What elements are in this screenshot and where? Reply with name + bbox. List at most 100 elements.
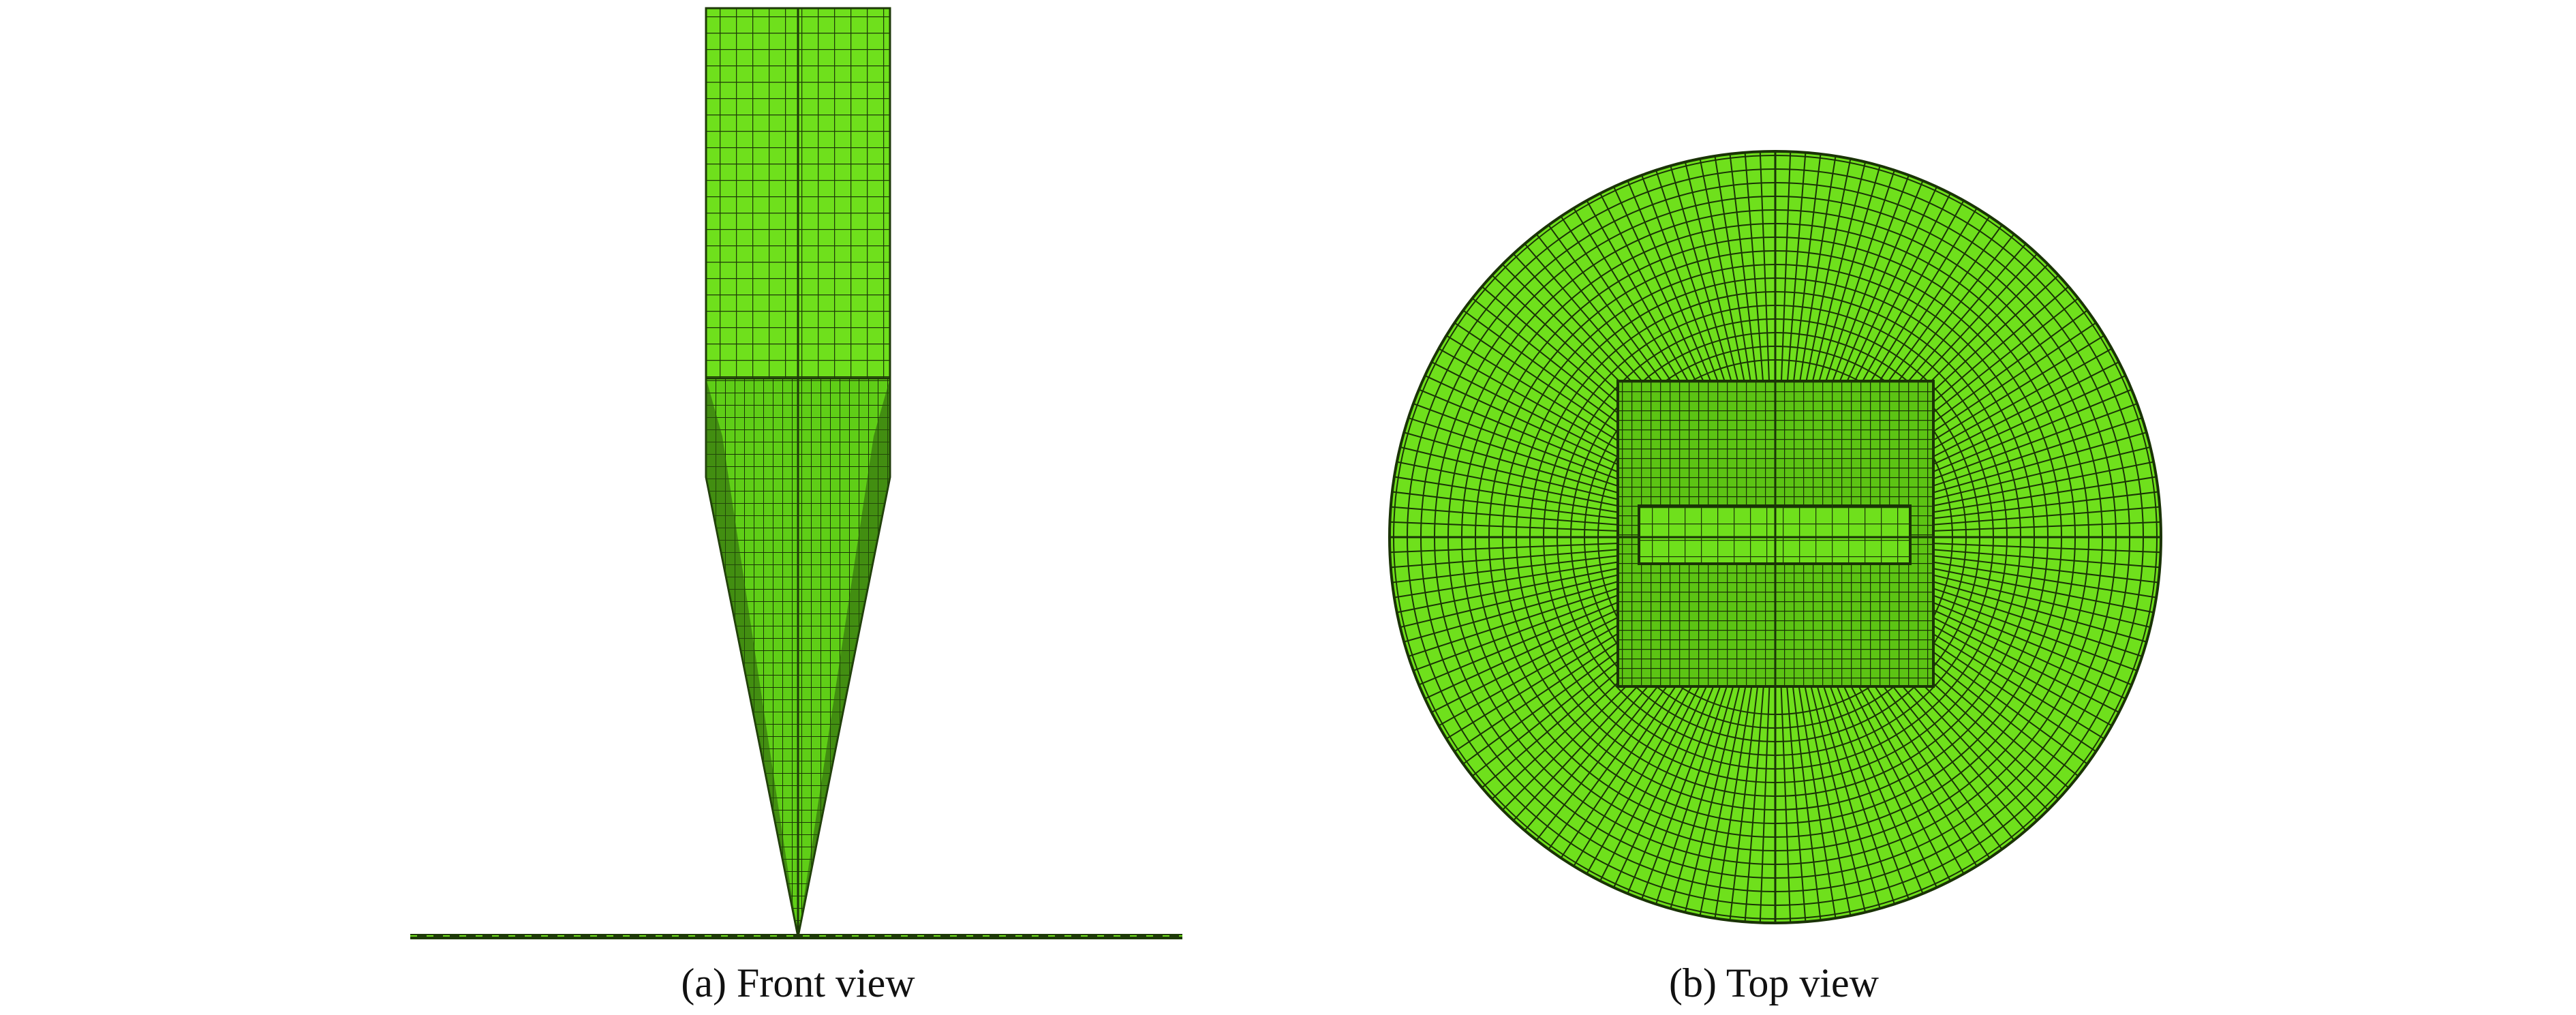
mesh-radial: [1826, 663, 1927, 903]
mesh-radial: [1399, 414, 1646, 496]
mesh-radial: [1911, 521, 2161, 533]
mesh-radial: [1390, 459, 1642, 511]
mesh-radial: [1911, 541, 2161, 554]
mesh-radial: [1910, 558, 2161, 600]
mesh-radial: [1638, 166, 1729, 410]
mesh-radial: [1404, 584, 1648, 675]
mesh-radial: [1759, 151, 1771, 402]
mesh-radial: [1682, 152, 1745, 405]
mesh-radial: [1790, 672, 1823, 923]
mesh-radial: [1728, 151, 1760, 402]
mesh-radial: [1390, 474, 1641, 517]
mesh-radial: [1910, 489, 2161, 522]
mesh-radial: [1901, 385, 2141, 486]
mesh-radial: [1841, 656, 1969, 883]
mesh-radial: [1390, 568, 1643, 631]
mesh-radial: [1581, 656, 1710, 883]
mesh-radial: [1816, 666, 1899, 913]
mesh-radial: [1682, 669, 1745, 922]
mesh-radial: [1836, 658, 1956, 890]
base-plate: [410, 934, 1182, 939]
caption: (b) Top view: [1669, 960, 1880, 1005]
mesh-radial: [1845, 653, 1982, 875]
mesh-radial: [1394, 573, 1644, 646]
mesh-radial: [1801, 151, 1854, 404]
mesh-radial: [1779, 151, 1792, 402]
mesh-radial: [1568, 653, 1705, 875]
mesh-radial: [1390, 547, 1640, 569]
mesh-radial: [1399, 578, 1646, 661]
mesh-radial: [1667, 156, 1739, 406]
front-view: (a) Front view: [410, 7, 1182, 1005]
mesh-radial: [1906, 573, 2156, 646]
mesh-radial: [1415, 371, 1652, 481]
mesh-radial: [1667, 668, 1739, 918]
mesh-radial: [1806, 669, 1869, 922]
mesh-radial: [1422, 357, 1655, 476]
mesh-radial: [1816, 161, 1899, 408]
mesh-radial: [1390, 489, 1640, 522]
mesh-radial: [1896, 357, 2128, 476]
mesh-radial: [1910, 474, 2161, 517]
mesh-radial: [1811, 156, 1884, 406]
mesh-radial: [1422, 598, 1655, 718]
mesh-radial: [1908, 563, 2161, 616]
mesh-radial: [1896, 598, 2128, 718]
mesh-radial: [1759, 673, 1771, 923]
mesh-radial: [1743, 673, 1766, 923]
mesh-radial: [1390, 521, 1640, 533]
mesh-radial: [1907, 444, 2160, 506]
mesh-radial: [1390, 541, 1640, 554]
mesh-radial: [1785, 673, 1807, 923]
mesh-radial: [1899, 593, 2135, 703]
mesh-radial: [1903, 584, 2147, 675]
mesh-radial: [1906, 429, 2156, 501]
mesh-radial: [1908, 459, 2161, 511]
mesh-radial: [1713, 151, 1755, 403]
mesh-radial: [1796, 671, 1838, 923]
top-view: (b) Top view: [1388, 150, 2162, 1005]
cone-shade-left: [706, 378, 798, 937]
mesh-radial: [1806, 152, 1869, 405]
mesh-radial: [1390, 444, 1643, 506]
mesh-radial: [1390, 563, 1642, 616]
mesh-radial: [1822, 665, 1913, 909]
mesh-radial: [1652, 161, 1734, 408]
mesh-radial: [1826, 171, 1927, 412]
mesh-radial: [1907, 568, 2160, 631]
mesh-radial: [1595, 658, 1715, 890]
mesh-radial: [1903, 399, 2147, 491]
mesh-radial: [1911, 505, 2161, 528]
mesh-radial: [1785, 151, 1807, 402]
caption: (a) Front view: [681, 960, 915, 1005]
mesh-radial: [1904, 414, 2151, 496]
mesh-radial: [1609, 661, 1719, 897]
mesh-radial: [1623, 171, 1724, 412]
mesh-radial: [1822, 166, 1913, 410]
mesh-radial: [1831, 177, 1942, 414]
mesh-radial: [1390, 505, 1640, 528]
mesh-radial: [1899, 371, 2135, 481]
mesh-radial: [1623, 663, 1724, 903]
mesh-radial: [1713, 671, 1755, 923]
mesh-radial: [1409, 588, 1650, 689]
cone-shade-right: [798, 378, 890, 937]
mesh-radial: [1404, 399, 1648, 491]
mesh-radial: [1743, 151, 1766, 402]
mesh-radial: [1904, 578, 2151, 661]
mesh-radial: [1728, 672, 1760, 923]
mesh-radial: [1811, 668, 1884, 918]
mesh-radial: [1390, 552, 1640, 585]
mesh-radial: [1595, 184, 1715, 416]
mesh-radial: [1415, 593, 1652, 703]
mesh-radial: [1901, 588, 2141, 689]
mesh-radial: [1796, 151, 1838, 403]
mesh-radial: [1836, 184, 1956, 416]
mesh-radial: [1831, 661, 1942, 897]
mesh-radial: [1409, 385, 1650, 486]
mesh-radial: [1801, 670, 1854, 923]
mesh-radial: [1390, 558, 1641, 600]
mesh-radial: [1697, 670, 1749, 923]
